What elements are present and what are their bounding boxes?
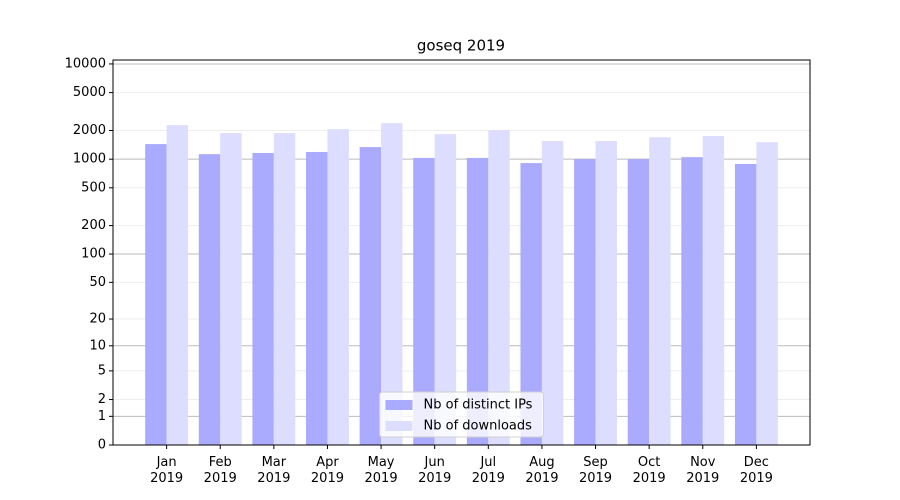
bar [434, 134, 457, 445]
y-tick-label: 100 [81, 247, 106, 262]
x-tick-label: Aug 2019 [525, 455, 558, 486]
bar [702, 136, 725, 445]
y-tick-label: 10000 [65, 56, 106, 71]
plot-frame [112, 59, 811, 446]
legend-swatch [385, 400, 413, 410]
y-tick-label: 0 [98, 438, 106, 453]
bar [145, 144, 167, 445]
y-tick-label: 2 [98, 392, 106, 407]
x-tick-label: Nov 2019 [686, 455, 719, 486]
legend-box [379, 391, 544, 438]
bar [595, 141, 617, 445]
y-tick-label: 200 [81, 218, 106, 233]
bar [198, 154, 221, 446]
bar [273, 133, 296, 445]
y-tick-label: 20 [89, 312, 106, 327]
y-tick-label: 10 [89, 338, 106, 353]
bar [649, 137, 671, 445]
chart-title: goseq 2019 [417, 37, 505, 55]
bar [627, 159, 650, 445]
x-tick-label: Jun 2019 [418, 455, 451, 486]
bar [306, 151, 328, 445]
legend-label: Nb of downloads [424, 419, 533, 434]
y-tick-label: 1000 [73, 152, 106, 167]
y-tick-label: 50 [89, 275, 106, 290]
bar [220, 133, 242, 445]
bar [488, 130, 510, 445]
x-tick-label: Feb 2019 [204, 455, 237, 486]
x-tick-label: Oct 2019 [633, 455, 666, 486]
bar [541, 141, 564, 445]
y-tick-label: 500 [81, 180, 106, 195]
y-tick-label: 2000 [73, 123, 106, 138]
x-tick-label: Sep 2019 [579, 455, 612, 486]
bar [166, 125, 189, 445]
bar [327, 129, 349, 445]
x-tick-label: Jul 2019 [472, 455, 505, 486]
bar [734, 163, 757, 445]
bar [252, 153, 274, 445]
bar [466, 157, 489, 446]
y-tick-label: 5000 [73, 85, 106, 100]
bar [413, 157, 435, 446]
x-tick-label: May 2019 [365, 455, 398, 486]
legend-label: Nb of distinct IPs [424, 398, 533, 413]
x-tick-label: Jan 2019 [150, 455, 183, 486]
legend-swatch [385, 421, 413, 431]
bar [756, 142, 778, 445]
bar [681, 157, 703, 445]
bar [520, 163, 542, 445]
y-tick-label: 5 [98, 363, 106, 378]
bar [359, 147, 382, 446]
x-tick-label: Mar 2019 [257, 455, 290, 486]
x-tick-label: Dec 2019 [740, 455, 773, 486]
y-tick-label: 1 [98, 409, 106, 424]
x-tick-label: Apr 2019 [311, 455, 344, 486]
bar [574, 159, 596, 445]
legend: Nb of distinct IPs Nb of downloads [379, 391, 544, 438]
bar [381, 123, 403, 445]
